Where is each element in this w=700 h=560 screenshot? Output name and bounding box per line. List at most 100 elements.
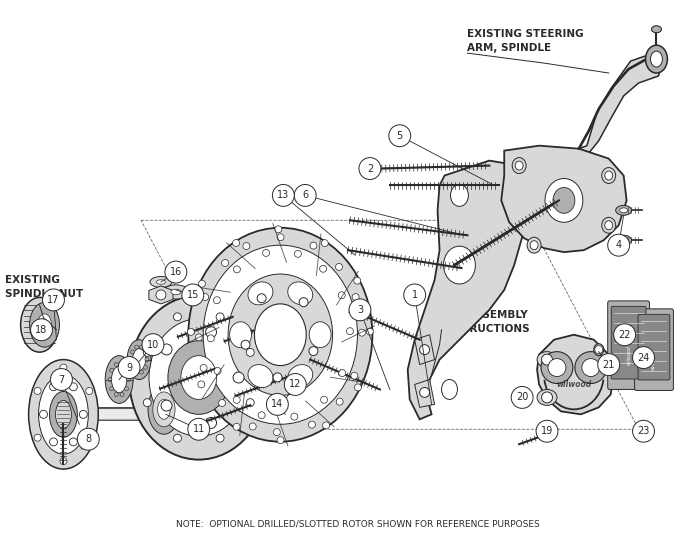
Circle shape (206, 326, 216, 338)
Polygon shape (574, 53, 664, 158)
Text: 2: 2 (367, 164, 373, 174)
Text: 6: 6 (302, 190, 308, 200)
Ellipse shape (545, 179, 583, 222)
Circle shape (31, 319, 52, 340)
Ellipse shape (309, 322, 331, 348)
Circle shape (125, 387, 129, 391)
Ellipse shape (512, 157, 526, 174)
Text: EXISTING STEERING
ARM, SPINDLE: EXISTING STEERING ARM, SPINDLE (468, 29, 584, 53)
Circle shape (420, 344, 430, 354)
Ellipse shape (153, 392, 175, 427)
Circle shape (511, 386, 533, 408)
Circle shape (277, 437, 284, 444)
Ellipse shape (20, 297, 59, 352)
Circle shape (323, 422, 330, 429)
Circle shape (295, 250, 302, 258)
Text: 3: 3 (357, 305, 363, 315)
Circle shape (195, 334, 202, 341)
Text: 9: 9 (126, 362, 132, 372)
Circle shape (548, 358, 566, 376)
Ellipse shape (188, 228, 372, 442)
Text: 8: 8 (85, 434, 92, 444)
Circle shape (144, 399, 151, 407)
Circle shape (43, 289, 64, 311)
Circle shape (200, 365, 207, 371)
Circle shape (233, 396, 240, 403)
Circle shape (352, 293, 359, 301)
Ellipse shape (127, 340, 151, 380)
Circle shape (257, 294, 266, 303)
Circle shape (86, 434, 93, 441)
Ellipse shape (150, 277, 172, 287)
Circle shape (188, 328, 195, 335)
Circle shape (542, 354, 552, 365)
Circle shape (188, 418, 210, 440)
Circle shape (144, 350, 148, 354)
Ellipse shape (602, 167, 616, 184)
Text: wilwood: wilwood (651, 349, 656, 370)
Ellipse shape (163, 285, 189, 299)
Ellipse shape (645, 45, 667, 73)
Polygon shape (501, 146, 626, 252)
Circle shape (284, 374, 306, 395)
Circle shape (273, 428, 280, 436)
Circle shape (275, 226, 282, 233)
Circle shape (161, 400, 172, 411)
Circle shape (78, 428, 99, 450)
Circle shape (290, 413, 298, 420)
Circle shape (34, 434, 41, 441)
Ellipse shape (148, 385, 180, 434)
Ellipse shape (602, 217, 616, 233)
Circle shape (246, 399, 254, 407)
Circle shape (359, 157, 381, 180)
Circle shape (125, 368, 129, 372)
Circle shape (86, 388, 93, 394)
Text: wilwood: wilwood (626, 345, 631, 365)
Ellipse shape (171, 289, 181, 295)
Circle shape (145, 358, 149, 362)
Circle shape (542, 392, 552, 403)
Circle shape (346, 328, 354, 335)
Text: 11: 11 (193, 424, 205, 434)
Circle shape (277, 234, 284, 241)
Text: 7: 7 (58, 375, 64, 385)
Circle shape (321, 396, 328, 403)
Circle shape (199, 280, 206, 287)
Ellipse shape (650, 51, 662, 67)
Circle shape (582, 358, 600, 376)
Ellipse shape (652, 26, 662, 32)
Circle shape (156, 290, 166, 300)
Circle shape (354, 384, 361, 391)
Circle shape (131, 350, 134, 354)
Polygon shape (414, 380, 435, 407)
Ellipse shape (517, 396, 531, 407)
Circle shape (339, 370, 346, 376)
Circle shape (134, 345, 139, 349)
Circle shape (309, 421, 316, 428)
Ellipse shape (521, 399, 528, 404)
Text: 10: 10 (147, 340, 159, 349)
FancyBboxPatch shape (611, 306, 646, 379)
Ellipse shape (55, 400, 71, 428)
Ellipse shape (132, 349, 146, 371)
Circle shape (267, 394, 288, 416)
Circle shape (218, 399, 225, 407)
Ellipse shape (442, 380, 458, 399)
Text: SEE ASSEMBLY
INSTRUCTIONS: SEE ASSEMBLY INSTRUCTIONS (442, 310, 529, 334)
Circle shape (174, 313, 181, 321)
Circle shape (249, 423, 256, 430)
Polygon shape (414, 335, 435, 365)
Circle shape (633, 421, 655, 442)
Circle shape (108, 377, 112, 381)
Circle shape (233, 266, 240, 273)
Circle shape (420, 388, 430, 398)
Ellipse shape (29, 360, 98, 469)
Circle shape (144, 348, 151, 356)
Ellipse shape (50, 391, 78, 437)
Text: 18: 18 (36, 325, 48, 335)
Circle shape (161, 344, 172, 355)
Circle shape (299, 298, 308, 307)
Circle shape (50, 383, 57, 391)
Circle shape (351, 372, 358, 379)
Circle shape (575, 352, 607, 384)
